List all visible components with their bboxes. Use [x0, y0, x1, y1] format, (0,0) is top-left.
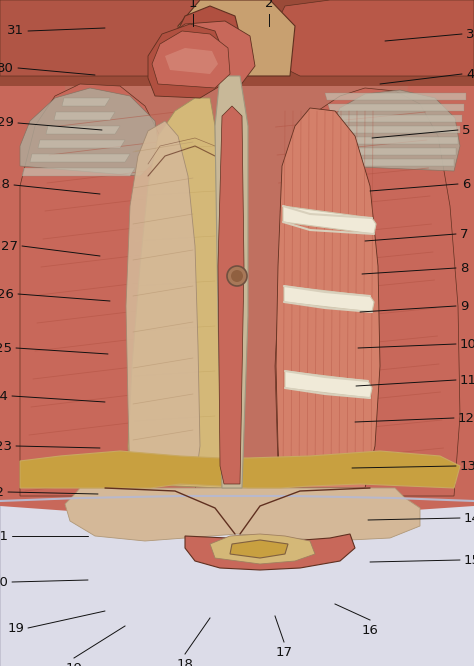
Text: 4: 4 — [466, 67, 474, 81]
Polygon shape — [328, 90, 460, 171]
Text: 2: 2 — [265, 0, 273, 10]
Polygon shape — [178, 0, 295, 76]
Text: 16: 16 — [362, 624, 378, 637]
Text: 13: 13 — [460, 460, 474, 472]
Polygon shape — [331, 115, 462, 122]
Polygon shape — [0, 0, 474, 86]
Text: 28: 28 — [0, 178, 10, 192]
Text: 20: 20 — [0, 575, 8, 589]
Polygon shape — [0, 0, 240, 76]
Polygon shape — [275, 88, 460, 496]
Polygon shape — [215, 76, 248, 488]
Text: 27: 27 — [1, 240, 18, 252]
Polygon shape — [284, 286, 374, 312]
Text: 5: 5 — [462, 123, 471, 137]
Text: 26: 26 — [0, 288, 14, 300]
Polygon shape — [218, 106, 244, 484]
Polygon shape — [230, 540, 288, 558]
Polygon shape — [270, 0, 474, 76]
Polygon shape — [126, 121, 200, 484]
Text: 9: 9 — [460, 300, 468, 312]
Polygon shape — [165, 48, 218, 74]
Polygon shape — [20, 84, 200, 496]
Polygon shape — [276, 108, 380, 488]
Text: 24: 24 — [0, 390, 8, 402]
Text: 11: 11 — [460, 374, 474, 386]
Polygon shape — [285, 371, 372, 398]
Text: 31: 31 — [7, 25, 24, 37]
Polygon shape — [46, 126, 120, 134]
Polygon shape — [325, 93, 466, 100]
Polygon shape — [152, 31, 230, 88]
Polygon shape — [185, 534, 355, 570]
Text: 15: 15 — [464, 553, 474, 567]
Polygon shape — [283, 206, 376, 234]
Polygon shape — [20, 20, 454, 566]
Polygon shape — [175, 6, 240, 86]
Polygon shape — [20, 451, 460, 488]
Text: 6: 6 — [462, 178, 470, 190]
Polygon shape — [0, 6, 100, 511]
Polygon shape — [38, 140, 125, 148]
Polygon shape — [210, 534, 315, 564]
Polygon shape — [0, 496, 474, 666]
Polygon shape — [334, 126, 460, 133]
Polygon shape — [343, 159, 454, 166]
Polygon shape — [30, 154, 130, 162]
Text: 19: 19 — [65, 662, 82, 666]
Polygon shape — [337, 137, 458, 144]
Text: 17: 17 — [275, 646, 292, 659]
Text: 14: 14 — [464, 511, 474, 525]
Text: 3: 3 — [466, 27, 474, 41]
Polygon shape — [62, 98, 110, 106]
Text: 1: 1 — [189, 0, 197, 10]
Polygon shape — [20, 88, 160, 176]
Text: 22: 22 — [0, 486, 4, 498]
Polygon shape — [54, 112, 115, 120]
Text: 7: 7 — [460, 228, 468, 240]
Text: 25: 25 — [0, 342, 12, 354]
Text: 12: 12 — [458, 412, 474, 424]
Text: 19: 19 — [7, 621, 24, 635]
Text: 8: 8 — [460, 262, 468, 274]
Text: 10: 10 — [460, 338, 474, 350]
Text: 18: 18 — [176, 658, 193, 666]
Polygon shape — [375, 6, 474, 511]
Polygon shape — [328, 104, 464, 111]
Circle shape — [227, 266, 247, 286]
Polygon shape — [22, 168, 135, 176]
Polygon shape — [150, 21, 255, 86]
Polygon shape — [148, 24, 225, 98]
Text: 23: 23 — [0, 440, 12, 452]
Polygon shape — [128, 98, 222, 488]
Text: 29: 29 — [0, 117, 14, 129]
Circle shape — [231, 270, 243, 282]
Polygon shape — [65, 488, 420, 541]
Polygon shape — [340, 148, 456, 155]
Text: 21: 21 — [0, 529, 8, 543]
Text: 30: 30 — [0, 61, 14, 75]
